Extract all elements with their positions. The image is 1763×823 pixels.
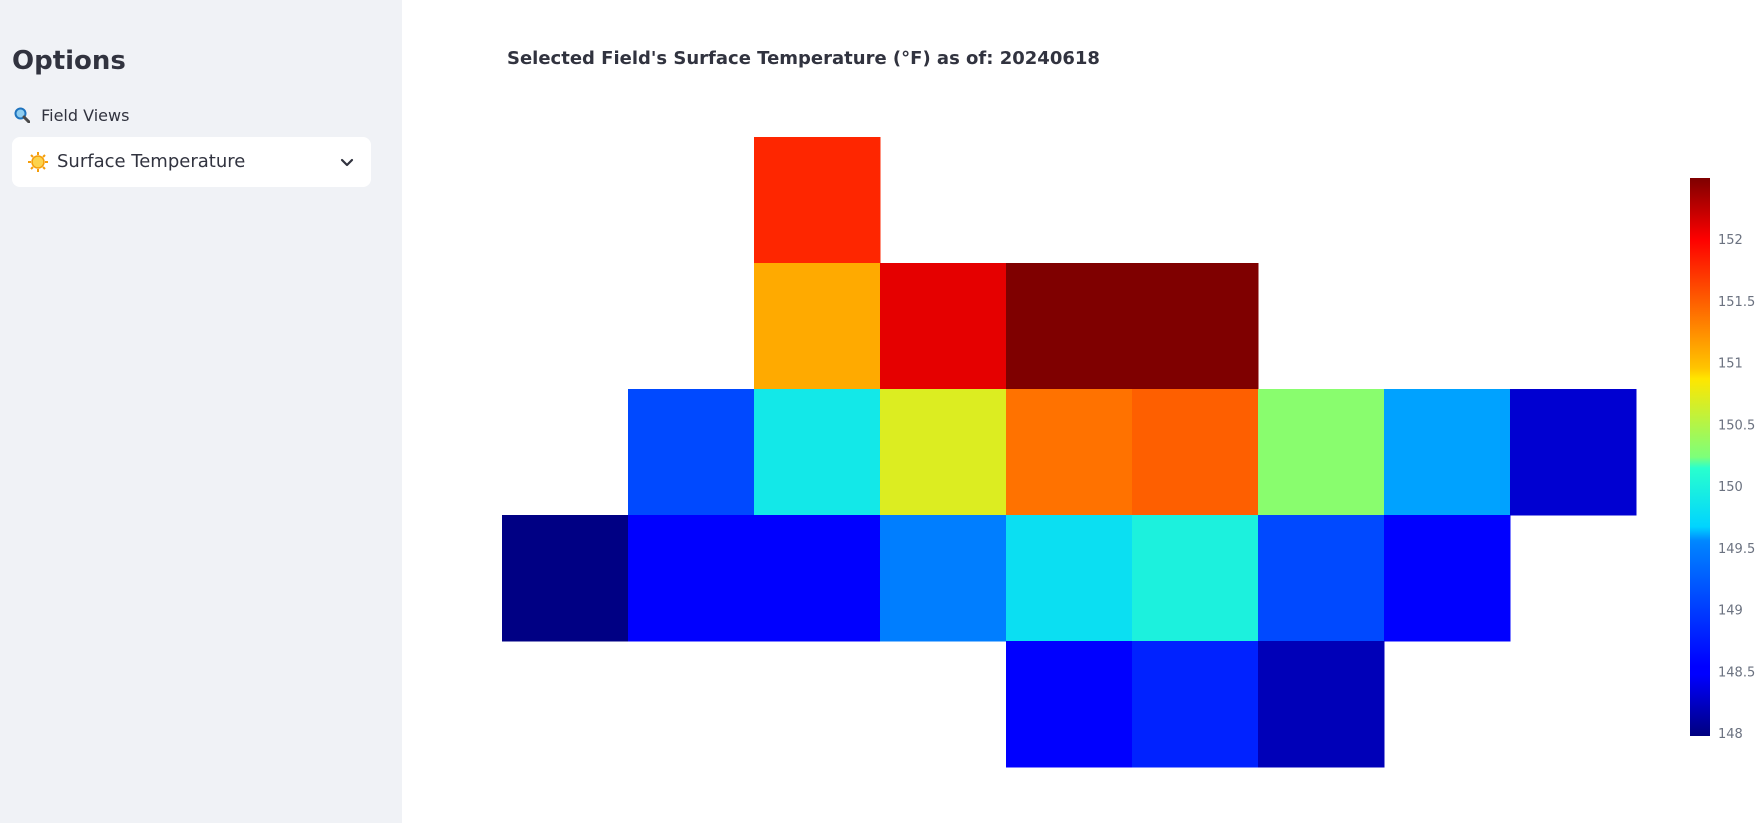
heatmap-cell — [880, 389, 1007, 516]
sidebar-title: Options — [12, 46, 126, 76]
colorbar-tick-label: 150.5 — [1718, 418, 1755, 433]
chevron-down-icon — [339, 154, 355, 170]
heatmap-cell — [1384, 515, 1511, 642]
heatmap-cell — [1258, 389, 1385, 516]
heatmap-cell — [1006, 263, 1133, 390]
colorbar-tick-label: 148 — [1718, 727, 1743, 742]
heatmap-cell — [1006, 389, 1133, 516]
heatmap-cell — [880, 263, 1007, 390]
heatmap-cell — [1132, 389, 1259, 516]
colorbar-tick-label: 150 — [1718, 480, 1743, 495]
heatmap-cell — [1258, 515, 1385, 642]
heatmap-cell — [1006, 515, 1133, 642]
heatmap-cell — [754, 263, 881, 390]
select-value: Surface Temperature — [57, 151, 246, 172]
sidebar: Options Field Views Surface Temperature — [0, 0, 402, 823]
heatmap-cell — [1258, 641, 1385, 768]
colorbar-tick-label: 148.5 — [1718, 665, 1755, 680]
heatmap-cell — [1384, 389, 1511, 516]
colorbar-tick-label: 151 — [1718, 357, 1743, 372]
heatmap-cell — [880, 515, 1007, 642]
colorbar — [1690, 178, 1710, 736]
heatmap-cell — [628, 515, 755, 642]
heatmap-cell — [754, 389, 881, 516]
field-views-text: Field Views — [41, 106, 130, 125]
magnifier-icon — [14, 106, 35, 125]
chart-title: Selected Field's Surface Temperature (°F… — [507, 48, 1100, 69]
heatmap-cell — [502, 515, 629, 642]
colorbar-tick-label: 149 — [1718, 604, 1743, 619]
colorbar-tick-label: 151.5 — [1718, 295, 1755, 310]
heatmap-cell — [1510, 389, 1637, 516]
colorbar-tick-label: 149.5 — [1718, 542, 1755, 557]
heatmap-cell — [1132, 515, 1259, 642]
heatmap-cell — [1132, 263, 1259, 390]
heatmap-cell — [754, 515, 881, 642]
heatmap-cell — [1006, 641, 1133, 768]
sun-icon — [27, 151, 49, 173]
colorbar-tick-label: 152 — [1718, 233, 1743, 248]
heatmap-cell — [628, 389, 755, 516]
field-views-label: Field Views — [14, 106, 129, 125]
heatmap-cell — [1132, 641, 1259, 768]
field-view-select[interactable]: Surface Temperature — [12, 137, 371, 187]
heatmap-cell — [754, 137, 881, 264]
